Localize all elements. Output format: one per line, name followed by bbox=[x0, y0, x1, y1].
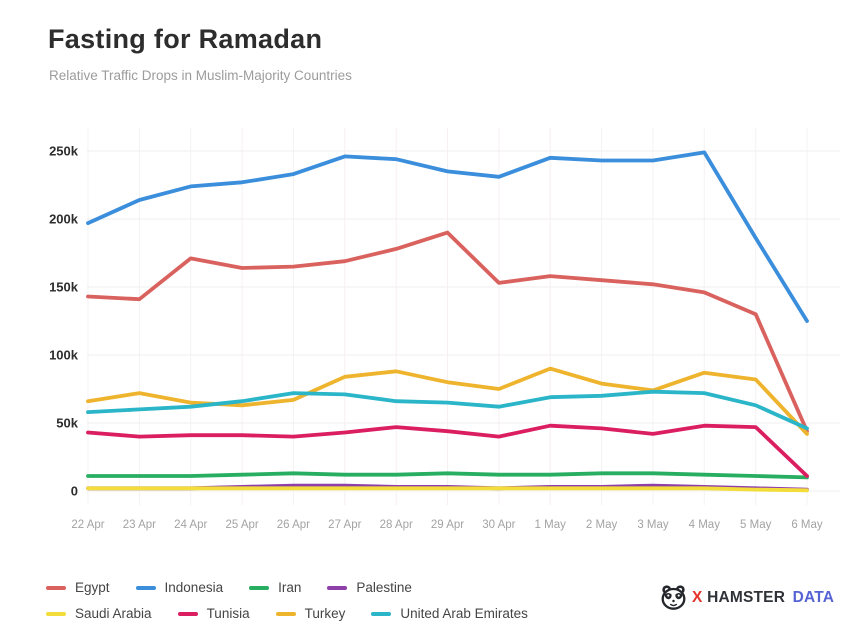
x-axis-label: 3 May bbox=[637, 519, 669, 531]
logo-text: X HAMSTER DATA bbox=[692, 589, 834, 607]
legend-label: Saudi Arabia bbox=[75, 606, 152, 621]
x-axis-label: 25 Apr bbox=[225, 519, 258, 531]
legend-swatch bbox=[46, 585, 66, 590]
legend-label: Turkey bbox=[304, 606, 346, 621]
legend-label: Tunisia bbox=[206, 606, 250, 621]
legend-label: Indonesia bbox=[164, 580, 224, 595]
x-axis-label: 6 May bbox=[791, 519, 823, 531]
chart-header: Fasting for Ramadan Relative Traffic Dro… bbox=[48, 24, 352, 83]
legend-swatch bbox=[46, 611, 66, 616]
x-axis-label: 30 Apr bbox=[482, 519, 515, 531]
legend-swatch bbox=[371, 611, 392, 616]
legend-item-united-arab-emirates: United Arab Emirates bbox=[371, 606, 528, 621]
legend-swatch bbox=[135, 585, 156, 590]
legend-item-iran: Iran bbox=[249, 580, 301, 595]
series-line-united-arab-emirates bbox=[86, 389, 809, 431]
y-axis-label: 200k bbox=[49, 212, 79, 227]
legend-item-indonesia: Indonesia bbox=[135, 580, 224, 595]
legend-item-egypt: Egypt bbox=[46, 580, 110, 595]
legend-label: Iran bbox=[278, 580, 302, 595]
legend-swatch bbox=[177, 611, 198, 616]
x-axis-label: 5 May bbox=[740, 519, 772, 531]
x-axis-label: 26 Apr bbox=[277, 519, 310, 531]
legend-item-saudi-arabia: Saudi Arabia bbox=[46, 606, 152, 621]
y-axis-label: 100k bbox=[49, 348, 79, 363]
series-line-saudi-arabia bbox=[86, 486, 809, 493]
logo-text-data: DATA bbox=[792, 588, 835, 606]
x-axis-label: 22 Apr bbox=[71, 519, 104, 531]
legend-label: Egypt bbox=[75, 580, 110, 595]
x-axis-label: 28 Apr bbox=[380, 519, 413, 531]
legend-item-tunisia: Tunisia bbox=[177, 606, 250, 621]
hamster-logo-icon bbox=[660, 584, 687, 611]
x-axis-label: 27 Apr bbox=[328, 519, 361, 531]
legend-swatch bbox=[327, 585, 348, 590]
x-axis-label: 29 Apr bbox=[431, 519, 464, 531]
brand-logo: X HAMSTER DATA bbox=[660, 584, 834, 611]
line-chart-plot: 0 50k 100k 150k 200k 250k 22 Apr 23 Apr 24 Apr 25… bbox=[49, 128, 840, 531]
x-axis-label: 4 May bbox=[689, 519, 721, 531]
y-axis-label: 0 bbox=[71, 484, 78, 499]
legend-item-palestine: Palestine bbox=[327, 580, 412, 595]
legend-item-turkey: Turkey bbox=[275, 606, 346, 621]
page-title: Fasting for Ramadan bbox=[48, 24, 323, 54]
y-axis-label: 250k bbox=[49, 144, 79, 159]
x-axis-label: 1 May bbox=[535, 519, 567, 531]
x-axis-label: 23 Apr bbox=[123, 519, 156, 531]
series-line-egypt bbox=[86, 230, 809, 434]
chart-legend: Egypt Indonesia Iran Palestine Saudi Arabia T… bbox=[46, 580, 528, 621]
series-line-tunisia bbox=[86, 423, 809, 478]
series-line-indonesia bbox=[86, 150, 809, 323]
legend-swatch bbox=[249, 585, 270, 590]
series-line-iran bbox=[86, 471, 809, 480]
page-subtitle: Relative Traffic Drops in Muslim-Majorit… bbox=[49, 68, 352, 83]
x-axis-label: 24 Apr bbox=[174, 519, 207, 531]
legend-swatch bbox=[275, 611, 296, 616]
legend-label: United Arab Emirates bbox=[400, 606, 528, 621]
legend-row: Saudi Arabia Tunisia Turkey United Arab Emi… bbox=[46, 606, 528, 621]
y-axis-label: 150k bbox=[49, 280, 79, 295]
y-axis-label: 50k bbox=[56, 416, 78, 431]
legend-label: Palestine bbox=[356, 580, 412, 595]
legend-row: Egypt Indonesia Iran Palestine bbox=[46, 580, 528, 595]
x-axis-label: 2 May bbox=[586, 519, 618, 531]
logo-text-hamster: HAMSTER bbox=[707, 588, 786, 606]
logo-text-x: X bbox=[692, 588, 703, 606]
